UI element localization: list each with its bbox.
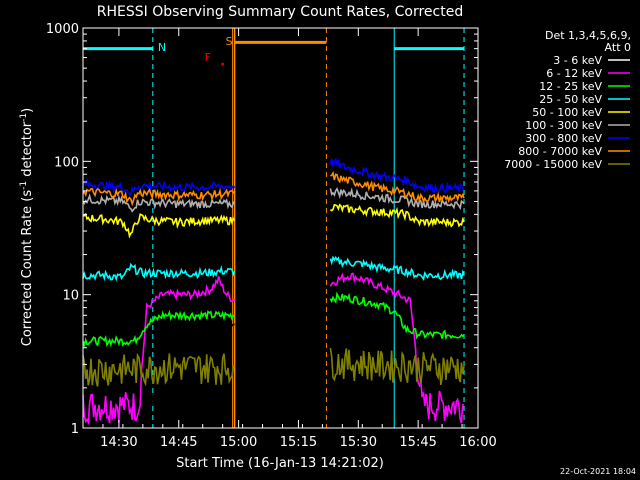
series-1 [82,272,465,426]
x-tick-label-1: 14:45 [160,435,197,450]
series-0-segment-1 [329,306,395,370]
legend-label-0: 3 - 6 keV [553,54,602,67]
x-axis: 14:30 14:45 15:00 15:15 15:30 15:45 16:00 [82,28,497,450]
series-6-segment-0 [82,177,236,197]
series-4-segment-1 [329,203,465,228]
y-tick-label-1: 10 [62,289,79,304]
y-tick-label-2: 100 [54,155,79,170]
series-7-segment-0 [82,187,236,207]
series-6 [82,157,465,197]
x-tick-label-2: 15:00 [220,435,257,450]
series-8-segment-0 [82,352,235,387]
legend-label-8: 7000 - 15000 keV [504,158,602,171]
series-2 [82,291,465,348]
series-1-segment-1 [329,272,465,424]
x-axis-label: Start Time (16-Jan-13 14:21:02) [176,456,384,471]
series-8-segment-1 [329,347,465,386]
series-4-segment-0 [82,212,236,239]
y-tick-label-3: 1000 [46,22,79,37]
series-7 [82,170,465,207]
y-axis-label-sup2: -1 [19,113,29,122]
series-3-segment-1 [329,255,465,281]
legend-label-1: 6 - 12 keV [546,67,602,80]
series-2-segment-0 [82,309,235,348]
legend-label-2: 12 - 25 keV [539,80,602,93]
y-axis-label-sup1: -1 [19,181,29,190]
y-axis-label-end: ) [20,108,35,113]
y-tick-label-0: 1 [71,422,79,437]
series-5-segment-0 [82,193,236,213]
marker-f: F [205,51,211,64]
y-axis-label-main: Corrected Count Rate (s [20,190,35,347]
axes-frame [82,27,479,429]
legend-header-line2: Att 0 [605,41,631,54]
y-axis-label-mid: detector [20,121,35,181]
x-tick-label-4: 15:30 [340,435,377,450]
x-tick-label-5: 15:45 [399,435,436,450]
chart-title: RHESSI Observing Summary Count Rates, Co… [97,4,463,20]
series-1-segment-0 [82,276,236,426]
series-7-segment-1 [329,170,465,204]
y-axis: 1 10 100 1000 [46,22,478,437]
marker-n: N [158,41,166,54]
series-3-segment-0 [82,262,236,282]
series-6-segment-1 [329,157,465,194]
plot-area: N S F [82,27,479,429]
legend-label-5: 100 - 300 keV [525,119,602,132]
marker-s: S [226,35,233,48]
series-4 [82,203,465,239]
x-tick-label-3: 15:15 [280,435,317,450]
x-tick-label-6: 16:00 [459,435,496,450]
series-2-segment-1 [329,291,465,341]
legend-label-7: 800 - 7000 keV [518,145,602,158]
series-0 [150,306,395,405]
y-axis-label: Corrected Count Rate (s-1 detector-1) [19,108,35,346]
marker-f-dot [221,62,224,66]
series-8 [82,347,465,387]
legend-label-4: 50 - 100 keV [532,106,602,119]
legend-label-6: 300 - 800 keV [525,132,602,145]
legend-header-line1: Det 1,3,4,5,6,9, [545,29,631,42]
x-tick-label-0: 14:30 [100,435,137,450]
series-0-segment-0 [150,313,235,405]
series-3 [82,255,465,282]
legend-label-3: 25 - 50 keV [539,93,602,106]
timestamp: 22-Oct-2021 18:04 [560,467,636,476]
